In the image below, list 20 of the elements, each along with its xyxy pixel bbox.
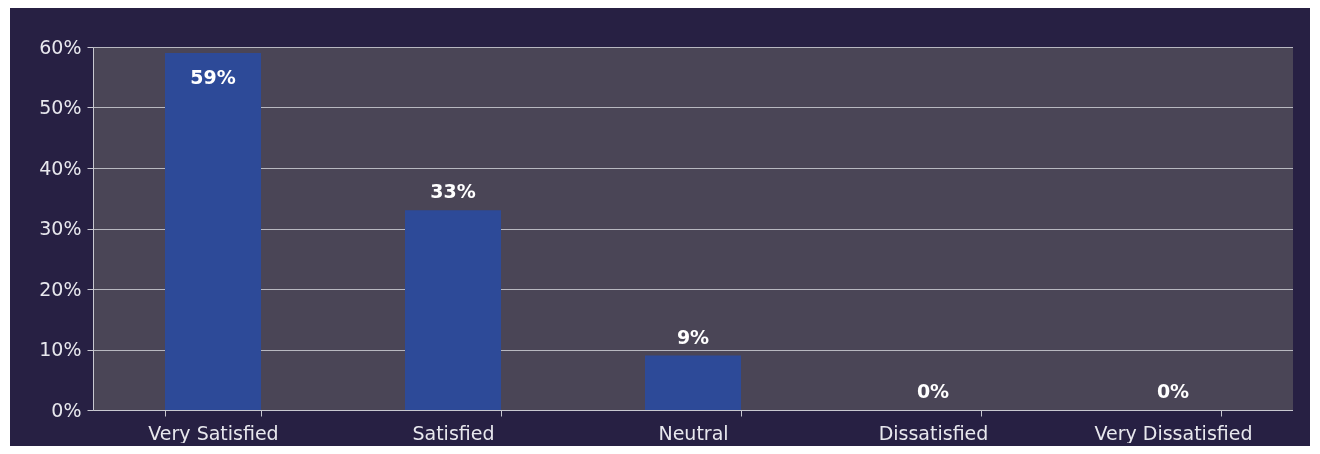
bar <box>165 53 261 410</box>
y-tick-label: 60% <box>39 35 82 58</box>
bar <box>405 210 501 410</box>
y-tick-label: 0% <box>51 398 82 421</box>
data-label: 59% <box>190 66 236 89</box>
x-tick-label: Neutral <box>658 421 729 444</box>
y-tick-label: 50% <box>39 96 82 118</box>
x-tick-label: Very Satisfied <box>148 421 279 444</box>
data-label: 33% <box>430 180 476 203</box>
x-tick-label: Satisfied <box>412 421 495 444</box>
data-label: 9% <box>676 325 710 348</box>
data-label: 0% <box>1156 380 1190 402</box>
y-tick-label: 40% <box>39 156 82 179</box>
x-tick-label: Dissatisfied <box>878 421 989 444</box>
x-tick-label: Very Dissatisfied <box>1094 421 1253 444</box>
bar <box>645 355 741 410</box>
y-tick-label: 10% <box>39 338 82 360</box>
data-label: 0% <box>916 380 950 402</box>
y-tick-label: 30% <box>39 217 82 239</box>
y-tick-label: 20% <box>39 277 82 300</box>
